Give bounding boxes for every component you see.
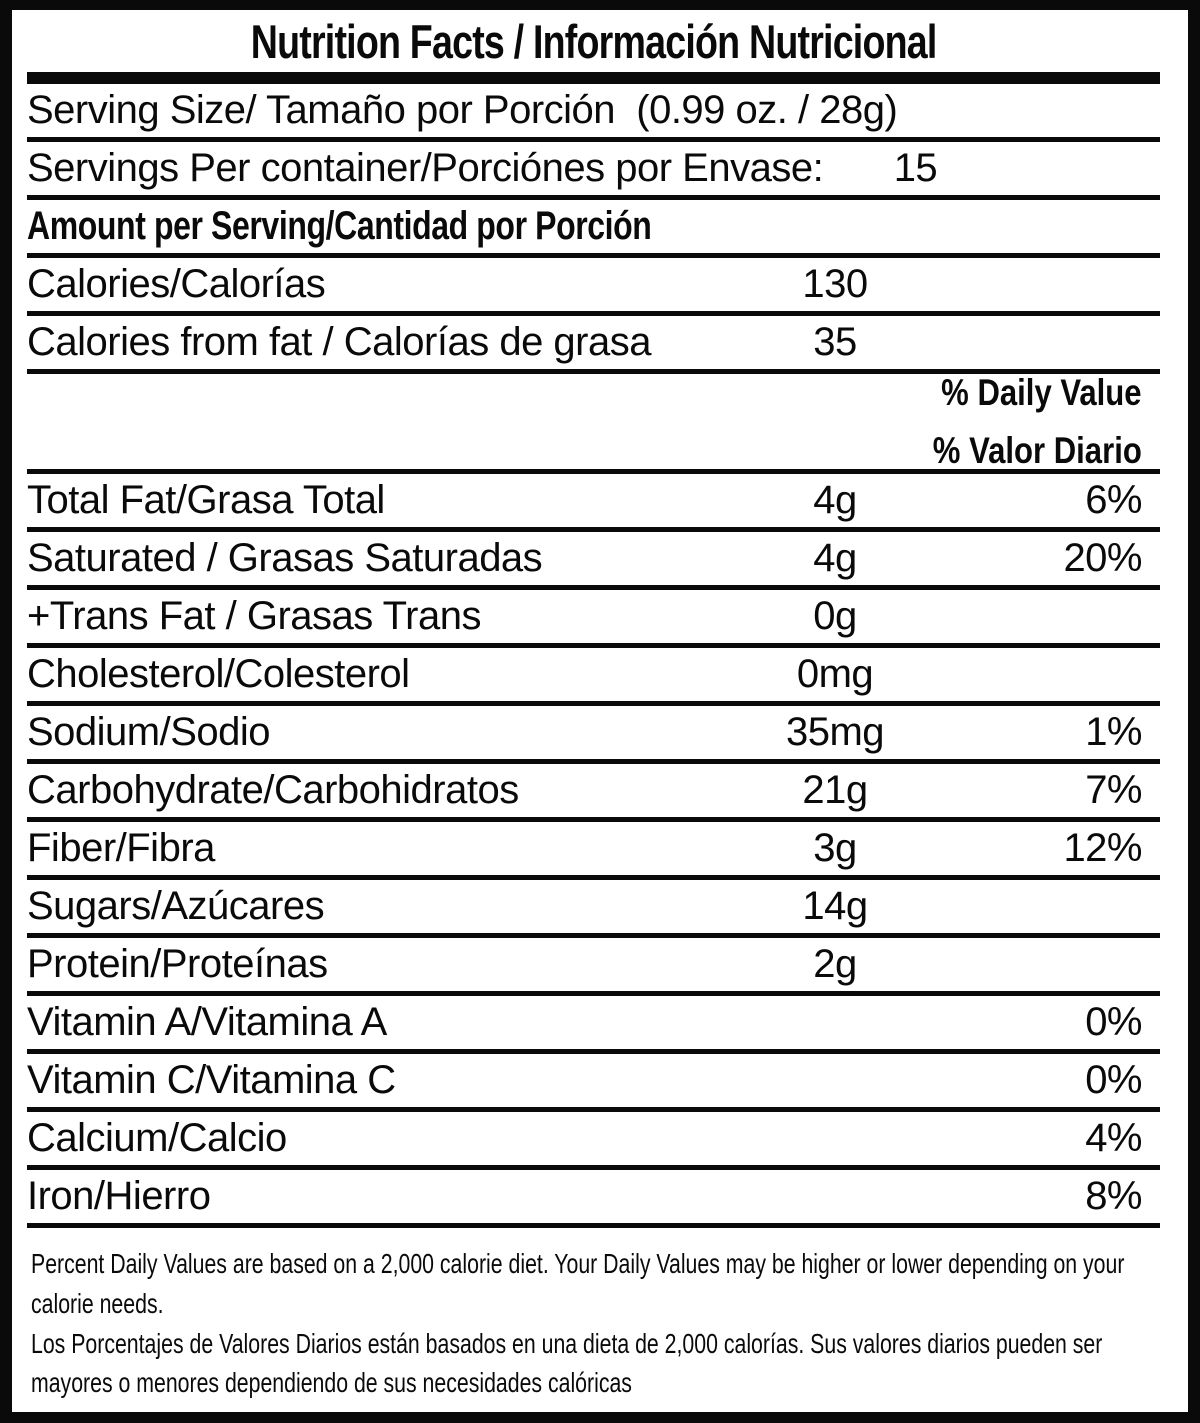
calories-from-fat-value: 35: [813, 320, 857, 364]
row-vitamin-a: Vitamin A/Vitamina A 0%: [27, 996, 1160, 1054]
vitamin-c-label: Vitamin C/Vitamina C: [27, 1058, 396, 1102]
footnote-es: Los Porcentajes de Valores Diarios están…: [31, 1327, 1103, 1399]
calories-value: 130: [802, 262, 868, 306]
sugars-amount: 14g: [802, 884, 868, 928]
calories-label: Calories/Calorías: [27, 262, 326, 306]
sugars-label: Sugars/Azúcares: [27, 884, 325, 928]
total-fat-label: Total Fat/Grasa Total: [27, 478, 385, 522]
servings-per-container-value: 15: [893, 146, 938, 190]
carbohydrate-amount: 21g: [802, 768, 868, 812]
vitamin-a-percent: 0%: [1085, 1000, 1142, 1044]
fiber-percent: 12%: [1063, 826, 1142, 870]
calcium-label: Calcium/Calcio: [27, 1116, 287, 1160]
saturated-fat-amount: 4g: [813, 536, 857, 580]
row-calcium: Calcium/Calcio 4%: [27, 1112, 1160, 1170]
row-servings-per-container: Servings Per container/Porciónes por Env…: [27, 142, 1160, 200]
carbohydrate-label: Carbohydrate/Carbohidratos: [27, 768, 519, 812]
iron-percent: 8%: [1085, 1174, 1142, 1218]
calcium-percent: 4%: [1085, 1116, 1142, 1160]
protein-amount: 2g: [813, 942, 857, 986]
saturated-fat-percent: 20%: [1063, 536, 1142, 580]
footnote: Percent Daily Values are based on a 2,00…: [27, 1228, 1160, 1403]
servings-per-container-label: Servings Per container/Porciónes por Env…: [27, 146, 824, 190]
row-amount-per-serving: Amount per Serving/Cantidad por Porción: [27, 200, 1160, 258]
row-cholesterol: Cholesterol/Colesterol 0mg: [27, 648, 1160, 706]
daily-value-header: % Daily Value % Valor Diario: [27, 371, 1160, 474]
row-sugars: Sugars/Azúcares 14g: [27, 880, 1160, 938]
row-vitamin-c: Vitamin C/Vitamina C 0%: [27, 1054, 1160, 1112]
calories-from-fat-label: Calories from fat / Calorías de grasa: [27, 320, 651, 364]
sodium-percent: 1%: [1085, 710, 1142, 754]
trans-fat-amount: 0g: [813, 594, 857, 638]
row-fiber: Fiber/Fibra 3g 12%: [27, 822, 1160, 880]
total-fat-percent: 6%: [1085, 478, 1142, 522]
row-iron: Iron/Hierro 8%: [27, 1170, 1160, 1228]
total-fat-amount: 4g: [813, 478, 857, 522]
amount-per-serving-label: Amount per Serving/Cantidad por Porción: [27, 204, 652, 248]
row-trans-fat: +Trans Fat / Grasas Trans 0g: [27, 590, 1160, 648]
row-calories-from-fat: Calories from fat / Calorías de grasa 35: [27, 316, 1160, 374]
cholesterol-amount: 0mg: [796, 652, 874, 696]
row-carbohydrate: Carbohydrate/Carbohidratos 21g 7%: [27, 764, 1160, 822]
label-title: Nutrition Facts / Información Nutriciona…: [250, 14, 938, 68]
protein-label: Protein/Proteínas: [27, 942, 328, 986]
serving-size-label: Serving Size/ Tamaño por Porción (0.99 o…: [27, 88, 898, 132]
saturated-fat-label: Saturated / Grasas Saturadas: [27, 536, 543, 580]
footnote-en: Percent Daily Values are based on a 2,00…: [31, 1248, 1125, 1319]
label-header: Nutrition Facts / Información Nutriciona…: [27, 10, 1160, 72]
fiber-amount: 3g: [813, 826, 857, 870]
row-total-fat: Total Fat/Grasa Total 4g 6%: [27, 474, 1160, 532]
row-saturated-fat: Saturated / Grasas Saturadas 4g 20%: [27, 532, 1160, 590]
title-divider-bar: [27, 72, 1160, 84]
sodium-amount: 35mg: [785, 710, 885, 754]
daily-value-label-es: % Valor Diario: [932, 429, 1142, 471]
carbohydrate-percent: 7%: [1085, 768, 1142, 812]
trans-fat-label: +Trans Fat / Grasas Trans: [27, 594, 481, 638]
row-serving-size: Serving Size/ Tamaño por Porción (0.99 o…: [27, 84, 1160, 142]
vitamin-c-percent: 0%: [1085, 1058, 1142, 1102]
row-calories: Calories/Calorías 130: [27, 258, 1160, 316]
sodium-label: Sodium/Sodio: [27, 710, 271, 754]
row-sodium: Sodium/Sodio 35mg 1%: [27, 706, 1160, 764]
iron-label: Iron/Hierro: [27, 1174, 211, 1218]
fiber-label: Fiber/Fibra: [27, 826, 215, 870]
cholesterol-label: Cholesterol/Colesterol: [27, 652, 410, 696]
daily-value-label-en: % Daily Value: [941, 371, 1142, 413]
row-protein: Protein/Proteínas 2g: [27, 938, 1160, 996]
vitamin-a-label: Vitamin A/Vitamina A: [27, 1000, 387, 1044]
